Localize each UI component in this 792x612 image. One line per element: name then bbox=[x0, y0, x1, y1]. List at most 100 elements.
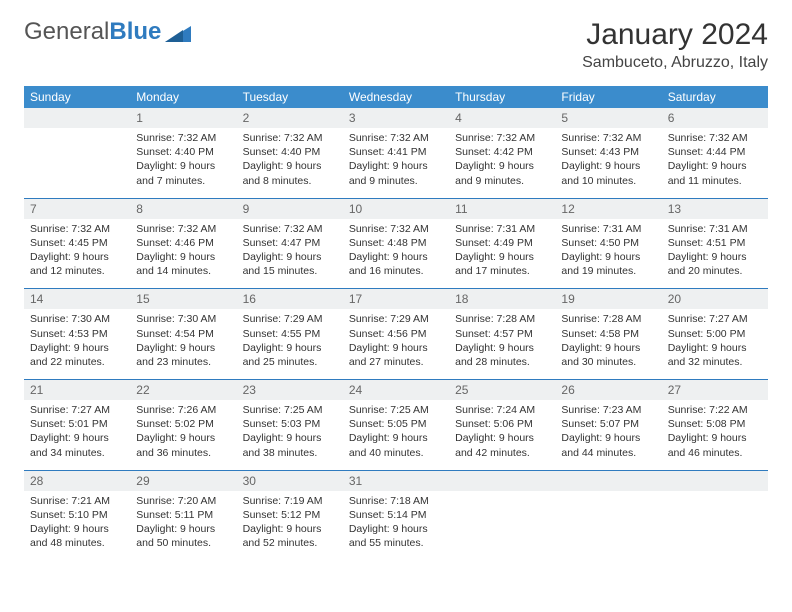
daylight-text: Daylight: 9 hours bbox=[30, 341, 124, 355]
sunset-text: Sunset: 5:08 PM bbox=[668, 417, 762, 431]
day-number: 29 bbox=[130, 471, 236, 491]
day-number: 21 bbox=[24, 380, 130, 400]
daylight-text: Daylight: 9 hours bbox=[243, 159, 337, 173]
dow-header: Wednesday bbox=[343, 86, 449, 108]
day-number: 12 bbox=[555, 199, 661, 219]
day-number: 1 bbox=[130, 108, 236, 128]
day-content: Sunrise: 7:31 AMSunset: 4:49 PMDaylight:… bbox=[449, 219, 555, 289]
sunrise-text: Sunrise: 7:28 AM bbox=[455, 312, 549, 326]
daylight-text: Daylight: 9 hours bbox=[561, 250, 655, 264]
sunrise-text: Sunrise: 7:29 AM bbox=[243, 312, 337, 326]
day-content: Sunrise: 7:27 AMSunset: 5:01 PMDaylight:… bbox=[24, 400, 130, 470]
sunset-text: Sunset: 4:45 PM bbox=[30, 236, 124, 250]
sunset-text: Sunset: 5:11 PM bbox=[136, 508, 230, 522]
sunrise-text: Sunrise: 7:31 AM bbox=[561, 222, 655, 236]
sunrise-text: Sunrise: 7:22 AM bbox=[668, 403, 762, 417]
daylight-text-2: and 12 minutes. bbox=[30, 264, 124, 278]
daylight-text: Daylight: 9 hours bbox=[455, 250, 549, 264]
daynum-row: 123456 bbox=[24, 108, 768, 128]
daynum-row: 28293031 bbox=[24, 471, 768, 491]
sunrise-text: Sunrise: 7:31 AM bbox=[668, 222, 762, 236]
sunset-text: Sunset: 4:40 PM bbox=[136, 145, 230, 159]
daylight-text: Daylight: 9 hours bbox=[136, 159, 230, 173]
sunset-text: Sunset: 5:05 PM bbox=[349, 417, 443, 431]
day-number: 24 bbox=[343, 380, 449, 400]
day-content: Sunrise: 7:28 AMSunset: 4:58 PMDaylight:… bbox=[555, 309, 661, 379]
sunrise-text: Sunrise: 7:32 AM bbox=[561, 131, 655, 145]
day-content: Sunrise: 7:32 AMSunset: 4:45 PMDaylight:… bbox=[24, 219, 130, 289]
day-content: Sunrise: 7:30 AMSunset: 4:53 PMDaylight:… bbox=[24, 309, 130, 379]
sunrise-text: Sunrise: 7:20 AM bbox=[136, 494, 230, 508]
daynum-row: 21222324252627 bbox=[24, 380, 768, 400]
daylight-text-2: and 36 minutes. bbox=[136, 446, 230, 460]
sunset-text: Sunset: 4:47 PM bbox=[243, 236, 337, 250]
sunrise-text: Sunrise: 7:23 AM bbox=[561, 403, 655, 417]
day-number: 26 bbox=[555, 380, 661, 400]
day-content: Sunrise: 7:32 AMSunset: 4:47 PMDaylight:… bbox=[237, 219, 343, 289]
daylight-text: Daylight: 9 hours bbox=[136, 431, 230, 445]
day-content: Sunrise: 7:29 AMSunset: 4:55 PMDaylight:… bbox=[237, 309, 343, 379]
sunset-text: Sunset: 5:06 PM bbox=[455, 417, 549, 431]
day-number: 14 bbox=[24, 289, 130, 309]
day-content: Sunrise: 7:19 AMSunset: 5:12 PMDaylight:… bbox=[237, 491, 343, 561]
content-row: Sunrise: 7:30 AMSunset: 4:53 PMDaylight:… bbox=[24, 309, 768, 379]
content-row: Sunrise: 7:32 AMSunset: 4:40 PMDaylight:… bbox=[24, 128, 768, 198]
daylight-text-2: and 52 minutes. bbox=[243, 536, 337, 550]
day-number: 11 bbox=[449, 199, 555, 219]
daylight-text: Daylight: 9 hours bbox=[243, 250, 337, 264]
daylight-text-2: and 50 minutes. bbox=[136, 536, 230, 550]
daylight-text: Daylight: 9 hours bbox=[349, 522, 443, 536]
dow-header: Monday bbox=[130, 86, 236, 108]
daynum-row: 14151617181920 bbox=[24, 289, 768, 309]
day-content: Sunrise: 7:28 AMSunset: 4:57 PMDaylight:… bbox=[449, 309, 555, 379]
sunset-text: Sunset: 4:56 PM bbox=[349, 327, 443, 341]
day-number: 22 bbox=[130, 380, 236, 400]
sunrise-text: Sunrise: 7:26 AM bbox=[136, 403, 230, 417]
sunset-text: Sunset: 4:49 PM bbox=[455, 236, 549, 250]
daylight-text: Daylight: 9 hours bbox=[243, 431, 337, 445]
title-block: January 2024 Sambuceto, Abruzzo, Italy bbox=[582, 18, 768, 72]
day-number: 28 bbox=[24, 471, 130, 491]
sunset-text: Sunset: 4:46 PM bbox=[136, 236, 230, 250]
daylight-text: Daylight: 9 hours bbox=[455, 159, 549, 173]
day-content bbox=[449, 491, 555, 561]
daylight-text-2: and 42 minutes. bbox=[455, 446, 549, 460]
sunset-text: Sunset: 5:12 PM bbox=[243, 508, 337, 522]
day-number: 17 bbox=[343, 289, 449, 309]
day-number: 27 bbox=[662, 380, 768, 400]
sunset-text: Sunset: 5:07 PM bbox=[561, 417, 655, 431]
header: GeneralBlue January 2024 Sambuceto, Abru… bbox=[24, 18, 768, 72]
daylight-text-2: and 48 minutes. bbox=[30, 536, 124, 550]
logo-text-gray: General bbox=[24, 18, 109, 46]
day-number: 23 bbox=[237, 380, 343, 400]
daylight-text: Daylight: 9 hours bbox=[455, 431, 549, 445]
daylight-text: Daylight: 9 hours bbox=[243, 341, 337, 355]
day-number: 4 bbox=[449, 108, 555, 128]
daylight-text-2: and 44 minutes. bbox=[561, 446, 655, 460]
daylight-text-2: and 55 minutes. bbox=[349, 536, 443, 550]
day-content: Sunrise: 7:25 AMSunset: 5:03 PMDaylight:… bbox=[237, 400, 343, 470]
daylight-text-2: and 40 minutes. bbox=[349, 446, 443, 460]
sunset-text: Sunset: 5:14 PM bbox=[349, 508, 443, 522]
content-row: Sunrise: 7:32 AMSunset: 4:45 PMDaylight:… bbox=[24, 219, 768, 289]
day-content: Sunrise: 7:32 AMSunset: 4:40 PMDaylight:… bbox=[237, 128, 343, 198]
daylight-text-2: and 20 minutes. bbox=[668, 264, 762, 278]
daylight-text-2: and 9 minutes. bbox=[455, 174, 549, 188]
daylight-text: Daylight: 9 hours bbox=[136, 522, 230, 536]
day-number bbox=[555, 471, 661, 491]
day-number: 18 bbox=[449, 289, 555, 309]
dow-row: Sunday Monday Tuesday Wednesday Thursday… bbox=[24, 86, 768, 108]
day-number: 13 bbox=[662, 199, 768, 219]
daylight-text-2: and 30 minutes. bbox=[561, 355, 655, 369]
sunrise-text: Sunrise: 7:31 AM bbox=[455, 222, 549, 236]
location: Sambuceto, Abruzzo, Italy bbox=[582, 54, 768, 72]
sunset-text: Sunset: 4:51 PM bbox=[668, 236, 762, 250]
day-content: Sunrise: 7:24 AMSunset: 5:06 PMDaylight:… bbox=[449, 400, 555, 470]
day-number bbox=[662, 471, 768, 491]
logo: GeneralBlue bbox=[24, 18, 191, 46]
day-number: 16 bbox=[237, 289, 343, 309]
sunset-text: Sunset: 4:50 PM bbox=[561, 236, 655, 250]
day-number: 30 bbox=[237, 471, 343, 491]
daylight-text-2: and 19 minutes. bbox=[561, 264, 655, 278]
daylight-text-2: and 32 minutes. bbox=[668, 355, 762, 369]
